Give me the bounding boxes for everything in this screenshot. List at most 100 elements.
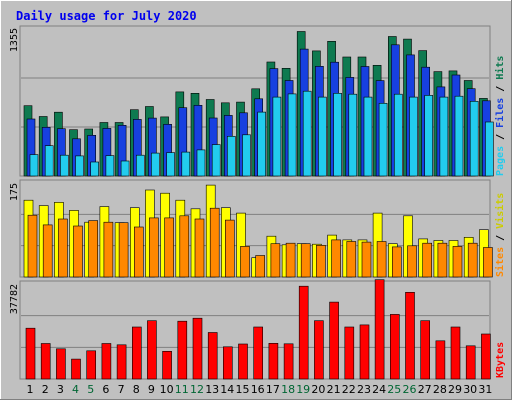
legend-files: Files [494,98,506,128]
bar-pages-day-12 [196,149,206,177]
x-tick-label-day-4: 4 [72,383,79,396]
bar-sites-day-11 [179,215,190,278]
x-axis-day-labels: 1 2 3 4 5 6 7 8 9 10 11 12 13 14 15 16 17 18 19 20 21 22 23 24 2… [27,383,493,396]
y-axis-legend: Sites / Visits [494,193,506,277]
x-tick-label-day-2: 2 [42,383,49,396]
bar-pages-day-1 [29,154,39,177]
bar-sites-day-24 [376,241,387,278]
bar-pages-day-18 [287,93,297,177]
bar-pages-day-16 [257,111,267,177]
x-tick-label-day-3: 3 [57,383,64,396]
bar-pages-day-22 [348,93,358,177]
x-tick-label-day-20: 20 [311,383,325,396]
bar-sites-day-28 [437,242,448,278]
bar-sites-day-31 [483,247,493,278]
x-tick-label-day-24: 24 [372,383,386,396]
bar-pages-day-28 [439,96,449,177]
bar-pages-day-13 [211,144,221,177]
bar-kbytes-day-31 [481,333,491,380]
bar-kbytes-day-27 [420,320,431,380]
bar-kbytes-day-3 [56,348,66,380]
bar-kbytes-day-14 [223,346,233,380]
legend-visits: Visits [494,193,506,229]
bar-sites-day-22 [346,241,357,278]
bar-sites-day-4 [73,225,83,278]
x-tick-label-day-17: 17 [266,383,280,396]
x-tick-label-day-5: 5 [87,383,94,396]
x-tick-label-day-19: 19 [296,383,310,396]
bar-kbytes-day-5 [86,350,96,380]
x-tick-label-day-25: 25 [387,383,401,396]
bar-sites-day-15 [240,246,250,278]
bar-kbytes-day-10 [162,350,172,380]
bar-sites-day-25 [391,246,402,278]
bar-kbytes-day-4 [71,358,81,380]
bar-pages-day-8 [136,154,145,177]
bar-sites-day-29 [452,246,463,278]
y-max-label: 37782 [9,284,20,314]
bar-sites-day-23 [361,241,372,278]
legend-pages: Pages [495,146,506,176]
bar-sites-day-8 [134,226,144,278]
bar-kbytes-day-19 [298,285,309,380]
bar-kbytes-day-16 [253,326,263,380]
bar-pages-day-6 [105,155,115,177]
bar-pages-day-5 [90,161,99,177]
bar-kbytes-day-26 [405,291,415,380]
bar-sites-day-6 [103,221,114,278]
y-max-label: 1355 [9,28,20,52]
bar-pages-day-21 [333,93,342,177]
bar-kbytes-day-17 [268,342,279,380]
bar-sites-day-1 [27,214,38,278]
x-tick-label-day-28: 28 [433,383,447,396]
bar-sites-day-26 [407,245,417,278]
x-tick-label-day-15: 15 [236,383,250,396]
legend-hits: Hits [494,56,506,80]
bar-sites-day-3 [58,218,68,278]
bar-kbytes-day-23 [359,324,370,380]
bar-kbytes-day-11 [177,320,188,380]
y-axis-legend: Pages / Files / Hits [494,56,506,176]
x-tick-label-day-13: 13 [205,383,219,396]
bar-sites-day-14 [225,219,235,278]
x-tick-label-day-23: 23 [357,383,371,396]
bar-pages-day-3 [60,154,69,177]
bar-sites-day-2 [42,224,53,278]
bar-pages-day-10 [166,152,175,177]
bar-pages-day-20 [318,96,327,177]
bar-pages-day-30 [469,101,479,177]
x-tick-label-day-11: 11 [175,383,189,396]
bar-kbytes-day-22 [344,326,355,380]
bar-kbytes-day-6 [101,343,112,380]
bar-kbytes-day-24 [374,279,385,380]
bar-sites-day-19 [300,243,311,278]
x-tick-label-day-8: 8 [133,383,140,396]
x-tick-label-day-7: 7 [118,383,125,396]
bar-sites-day-16 [255,255,265,278]
hits-files-pages-panel: 1355 Pages / Files / Hits [9,25,506,177]
visits-sites-panel: 175 Sites / Visits [9,179,506,278]
bar-kbytes-day-1 [25,327,36,380]
bar-kbytes-day-13 [207,332,218,380]
bar-pages-day-14 [227,136,236,177]
bar-pages-day-19 [302,90,312,177]
bar-pages-day-17 [272,96,282,177]
bar-kbytes-day-21 [329,301,339,380]
bar-pages-day-31 [485,121,494,177]
bar-kbytes-day-15 [238,343,248,380]
bar-kbytes-day-8 [132,326,142,380]
bar-sites-day-20 [316,245,326,278]
bar-kbytes-day-2 [40,343,51,380]
bar-kbytes-day-29 [450,326,461,380]
bar-kbytes-day-7 [116,344,127,380]
bar-kbytes-day-9 [147,320,157,380]
bar-pages-day-7 [120,160,130,177]
bar-pages-day-4 [75,155,84,177]
x-tick-label-day-22: 22 [342,383,356,396]
y-axis-legend: KBytes [495,342,506,378]
bar-kbytes-day-20 [314,320,324,380]
bar-pages-day-29 [454,95,464,177]
x-tick-label-day-1: 1 [27,383,34,396]
x-tick-label-day-29: 29 [448,383,462,396]
